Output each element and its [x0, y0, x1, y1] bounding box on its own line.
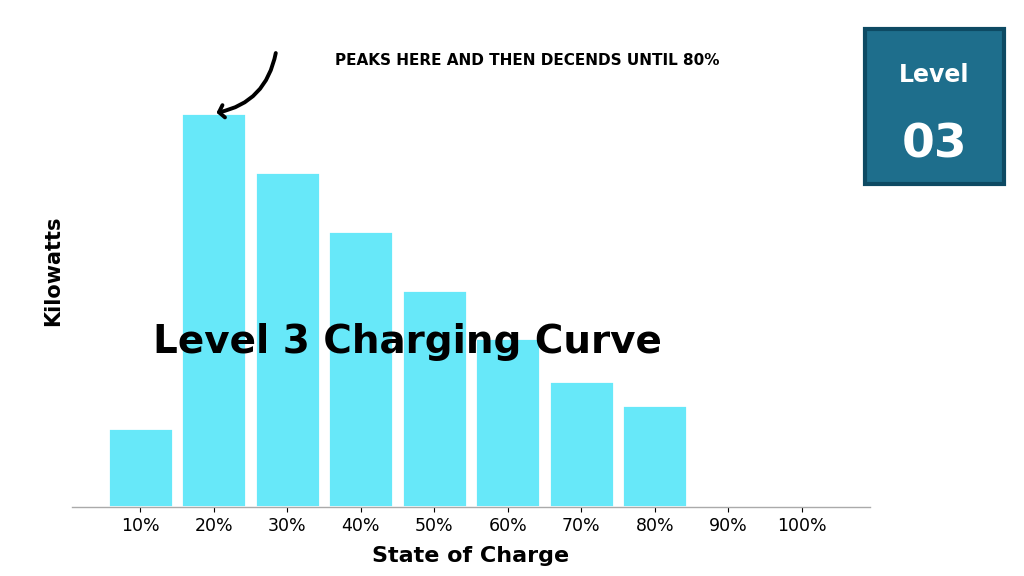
- Text: Level 3 Charging Curve: Level 3 Charging Curve: [153, 323, 662, 361]
- Text: 03: 03: [901, 123, 968, 168]
- Bar: [181, 113, 246, 507]
- Bar: [329, 232, 393, 507]
- Bar: [549, 381, 613, 507]
- Text: Level: Level: [899, 63, 970, 88]
- Bar: [623, 404, 687, 507]
- Y-axis label: Kilowatts: Kilowatts: [43, 215, 63, 326]
- Bar: [402, 290, 467, 507]
- Text: PEAKS HERE AND THEN DECENDS UNTIL 80%: PEAKS HERE AND THEN DECENDS UNTIL 80%: [335, 52, 720, 67]
- Bar: [255, 172, 319, 507]
- Bar: [108, 428, 173, 507]
- X-axis label: State of Charge: State of Charge: [373, 545, 569, 566]
- Bar: [475, 338, 540, 507]
- FancyBboxPatch shape: [865, 29, 1004, 184]
